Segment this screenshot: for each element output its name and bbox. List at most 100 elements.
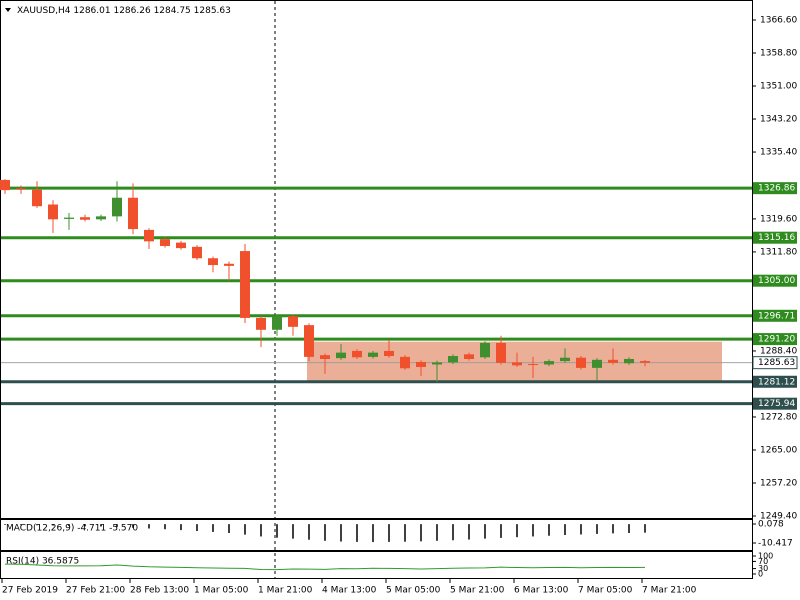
y-tick-label: 1358.80 <box>760 49 797 59</box>
candle-body <box>176 242 186 249</box>
x-tick-label: 7 Mar 21:00 <box>642 586 697 596</box>
x-tick-label: 27 Feb 2019 <box>2 586 58 596</box>
candle-body <box>288 316 298 327</box>
candle-body <box>496 342 506 363</box>
open-value: 1286.01 <box>73 6 110 16</box>
candle-body <box>16 188 26 190</box>
level-label: 1305.00 <box>758 276 795 286</box>
level-label-box <box>753 309 797 322</box>
candle-body <box>400 356 410 369</box>
candle-body <box>528 364 538 366</box>
candle-body <box>64 217 74 219</box>
y-tick-label: 1351.00 <box>760 82 797 92</box>
x-tick-label: 5 Mar 05:00 <box>386 586 441 596</box>
high-value: 1286.26 <box>113 6 150 16</box>
close-value: 1285.63 <box>194 6 231 16</box>
candle-body <box>592 359 602 368</box>
macd-tick-label: -10.417 <box>758 539 793 549</box>
x-tick-label: 7 Mar 05:00 <box>578 586 633 596</box>
price-panel <box>0 0 753 519</box>
candle-body <box>160 239 170 246</box>
candle-body <box>32 189 42 207</box>
rsi-tick-label: 30 <box>758 564 768 573</box>
y-tick-label: 1249.40 <box>760 511 797 521</box>
candle-body <box>544 361 554 365</box>
candle-body <box>576 357 586 368</box>
candle-body <box>304 325 314 357</box>
level-label: 1315.16 <box>758 233 795 243</box>
candle-body <box>384 350 394 357</box>
candle-body <box>480 342 490 358</box>
y-tick-label: 1272.80 <box>760 412 797 422</box>
candle-body <box>80 217 90 220</box>
candle-body <box>512 362 522 366</box>
level-label-box <box>753 231 797 244</box>
candle-body <box>368 352 378 357</box>
level-label: 1291.20 <box>758 335 795 345</box>
x-tick-label: 1 Mar 05:00 <box>194 586 249 596</box>
candle-body <box>208 258 218 266</box>
level-label-box <box>753 397 797 410</box>
candle-body <box>352 350 362 358</box>
macd-tick-label: 0.078 <box>758 520 784 530</box>
level-label: 1281.12 <box>758 377 795 387</box>
rsi-tick-label: 100 <box>758 552 773 561</box>
macd-panel <box>0 519 753 551</box>
candle-body <box>272 316 282 330</box>
candle-body <box>624 358 634 364</box>
price-label-box <box>752 356 798 370</box>
candle-body <box>48 204 58 220</box>
rsi-label: RSI(14) 36.5875 <box>6 557 79 567</box>
x-tick-label: 4 Mar 13:00 <box>322 586 377 596</box>
candle-body <box>96 216 106 220</box>
candle-body <box>448 356 458 363</box>
y-tick-label: 1343.20 <box>760 115 797 125</box>
y-tick-label: 1319.60 <box>760 214 797 224</box>
candle-body <box>144 229 154 242</box>
y-tick-label: 1335.40 <box>760 148 797 158</box>
rsi-tick-label: 70 <box>758 557 768 566</box>
chart-header: XAUUSD,H4 1286.01 1286.26 1284.75 1285.6… <box>17 6 231 16</box>
y-tick-label: 1257.20 <box>760 478 797 488</box>
candle-body <box>336 352 346 359</box>
x-tick-label: 5 Mar 21:00 <box>450 586 505 596</box>
candle-body <box>112 197 122 217</box>
y-tick-label: 1366.60 <box>760 15 797 25</box>
candle-body <box>560 357 570 362</box>
level-label: 1326.86 <box>758 184 795 194</box>
level-label-box <box>753 333 797 346</box>
y-tick-label: 1311.80 <box>760 247 797 257</box>
level-label-box <box>753 274 797 287</box>
x-tick-label: 6 Mar 13:00 <box>514 586 569 596</box>
rsi-line <box>4 563 646 571</box>
low-value: 1284.75 <box>154 6 191 16</box>
candle-body <box>192 246 202 259</box>
level-label-box <box>753 182 797 195</box>
level-label: 1296.71 <box>758 311 795 321</box>
zone <box>307 341 722 381</box>
y-tick-label: 1265.00 <box>760 445 797 455</box>
candle-body <box>320 355 330 359</box>
price-label: 1285.63 <box>758 358 795 368</box>
candle-body <box>0 179 10 191</box>
candle-body <box>464 354 474 359</box>
candle-body <box>416 361 426 368</box>
macd-label: MACD(12,26,9) -4.711 -5.570 <box>6 524 138 534</box>
x-tick-label: 28 Feb 13:00 <box>130 586 189 596</box>
candle-body <box>128 197 138 230</box>
candle-body <box>608 359 618 363</box>
menu-arrow[interactable] <box>5 8 11 12</box>
candle-body <box>240 251 250 318</box>
candle-body <box>432 362 442 365</box>
rsi-tick-label: 0 <box>758 570 763 579</box>
x-tick-label: 1 Mar 21:00 <box>258 586 313 596</box>
rsi-panel <box>0 551 753 579</box>
level-label-box <box>753 375 797 388</box>
x-tick-label: 27 Feb 21:00 <box>66 586 125 596</box>
candle-body <box>256 317 266 330</box>
level-label: 1275.94 <box>758 399 795 409</box>
symbol: XAUUSD,H4 <box>17 6 71 16</box>
candle-body <box>640 361 650 363</box>
